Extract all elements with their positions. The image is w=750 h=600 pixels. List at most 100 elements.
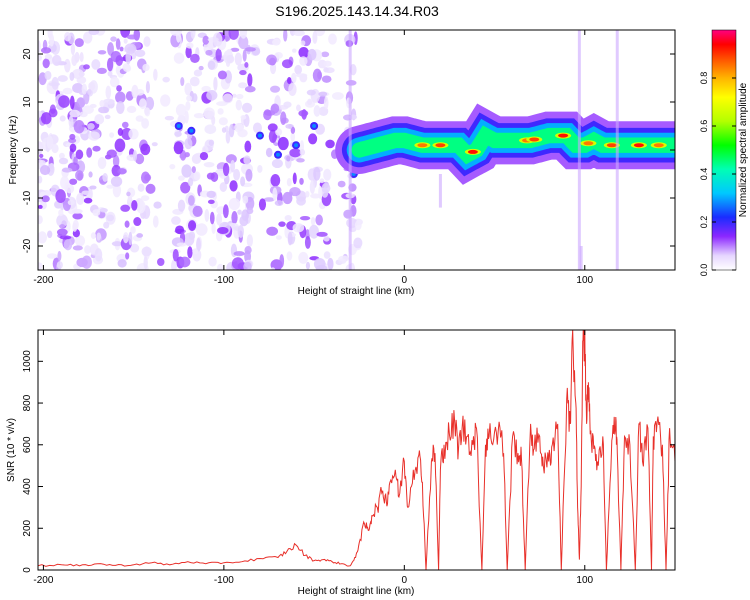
spectrogram-noise-blob (68, 115, 74, 128)
spectrogram-noise-blob (173, 52, 185, 64)
spectrogram-noise-blob (171, 259, 177, 270)
spectrogram-noise-blob (144, 107, 151, 117)
spectrogram-noise-blob (299, 149, 306, 156)
spectrogram-noise-blob (312, 31, 318, 44)
spectrogram-xlabel: Height of straight line (km) (298, 286, 415, 297)
spectrogram-noise-blob (328, 33, 337, 45)
spectrogram-noise-blob (308, 224, 319, 239)
spectrogram-noise-blob (76, 97, 86, 109)
spectrogram-noise-blob (56, 214, 68, 228)
spectrogram-noise-blob (218, 117, 228, 126)
spectrogram-noise-blob (217, 263, 224, 270)
spectrogram-noise-blob (286, 178, 292, 187)
spectrogram-noise-blob (176, 242, 187, 247)
spectrogram-noise-blob (105, 85, 112, 100)
spectrogram-noise-blob (245, 168, 253, 182)
spectrogram-noise-blob (192, 248, 199, 255)
spectrogram-noise-blob (129, 243, 140, 253)
spectrogram-noise-blob (211, 222, 216, 234)
spectrogram-noise-blob (320, 51, 330, 58)
spectrogram-noise-blob (300, 40, 306, 46)
spectrogram-noise-blob (187, 246, 193, 259)
spectrogram-noise-blob (290, 132, 296, 142)
spectrogram-noise-blob (96, 67, 107, 74)
spectrogram-hotspot-core (435, 143, 446, 148)
spectrogram-noise-blob (117, 128, 124, 136)
spectrogram-xtick-label: 0 (402, 275, 408, 286)
snr-panel: -200 -100 0 100 0 200 400 600 800 1000 Height of… (6, 329, 676, 597)
spectrogram-noise-blob (63, 239, 73, 251)
spectrogram-hotspot-core (558, 133, 569, 138)
spectrogram-noise-blob (244, 85, 256, 93)
spectrogram-noise-blob (92, 145, 101, 152)
spectrogram-noise-blob (52, 54, 62, 66)
spectrogram-noise-blob (71, 208, 83, 214)
spectrogram-noise-blob (354, 220, 362, 231)
spectrogram-noise-blob (266, 226, 279, 236)
spectrogram-noise-blob (116, 101, 125, 115)
spectrogram-noise-blob (294, 64, 302, 75)
spectrogram-noise-blob (203, 162, 215, 168)
spectrogram-noise-blob (207, 199, 215, 205)
spectrogram-noise-blob (243, 155, 251, 165)
spectrogram-spot-core (312, 124, 317, 128)
spectrogram-noise-blob (246, 207, 254, 215)
spectrogram-noise-blob (97, 50, 107, 55)
spectrogram-noise-blob (313, 257, 326, 270)
spectrogram-noise-blob (217, 226, 229, 234)
spectrogram-noise-blob (263, 109, 272, 121)
spectrogram-noise-blob (187, 195, 195, 206)
spectrogram-noise-blob (222, 162, 230, 177)
spectrogram-noise-blob (152, 215, 159, 228)
spectrogram-noise-blob (145, 96, 155, 111)
spectrogram-noise-blob (316, 231, 328, 237)
spectrogram-noise-blob (141, 118, 150, 129)
spectrogram-noise-blob (215, 48, 222, 62)
spectrogram-noise-blob (219, 182, 228, 192)
colorbar-tick-label: 0.0 (699, 264, 709, 277)
spectrogram-noise-blob (296, 196, 306, 206)
spectrogram-noise-blob (231, 257, 244, 270)
spectrogram-noise-blob (247, 73, 253, 87)
spectrogram-noise-blob (231, 211, 238, 225)
spectrogram-noise-blob (307, 48, 317, 61)
spectrogram-noise-blob (136, 233, 144, 238)
spectrogram-noise-blob (69, 109, 81, 118)
spectrogram-noise-blob (55, 189, 66, 204)
spectrogram-noise-blob (67, 199, 75, 206)
spectrogram-spot-core (276, 152, 281, 157)
spectrogram-noise-blob (115, 55, 123, 67)
spectrogram-noise-blob (270, 103, 280, 114)
spectrogram-noise-blob (240, 114, 247, 120)
spectrogram-noise-blob (70, 43, 76, 56)
spectrogram-noise-blob (187, 177, 194, 187)
spectrogram-noise-blob (185, 101, 191, 111)
spectrogram-noise-blob (238, 35, 249, 50)
spectrogram-noise-blob (288, 191, 293, 196)
spectrogram-noise-blob (304, 235, 311, 249)
spectrogram-noise-blob (126, 34, 139, 40)
spectrogram-noise-blob (226, 48, 233, 56)
snr-series-line (38, 330, 675, 570)
spectrogram-noise-blob (99, 208, 108, 213)
spectrogram-noise-blob (321, 183, 331, 194)
spectrogram-noise-blob (180, 77, 185, 87)
spectrogram-noise-blob (75, 170, 84, 181)
spectrogram-noise-blob (315, 214, 323, 226)
spectrogram-noise-blob (123, 38, 128, 44)
spectrogram-noise-blob (126, 191, 131, 197)
spectrogram-noise-blob (209, 211, 215, 225)
spectrogram-noise-blob (145, 81, 150, 94)
spectrogram-noise-blob (48, 108, 58, 118)
spectrogram-noise-blob (144, 173, 152, 182)
spectrogram-noise-blob (233, 251, 246, 257)
spectrogram-noise-blob (57, 250, 62, 262)
spectrogram-noise-blob (107, 70, 113, 77)
spectrogram-noise-blob (83, 31, 93, 44)
spectrogram-noise-blob (321, 75, 332, 83)
spectrogram-noise-blob (124, 43, 137, 54)
spectrogram-noise-blob (160, 94, 171, 107)
spectrogram-noise-blob (38, 215, 43, 225)
